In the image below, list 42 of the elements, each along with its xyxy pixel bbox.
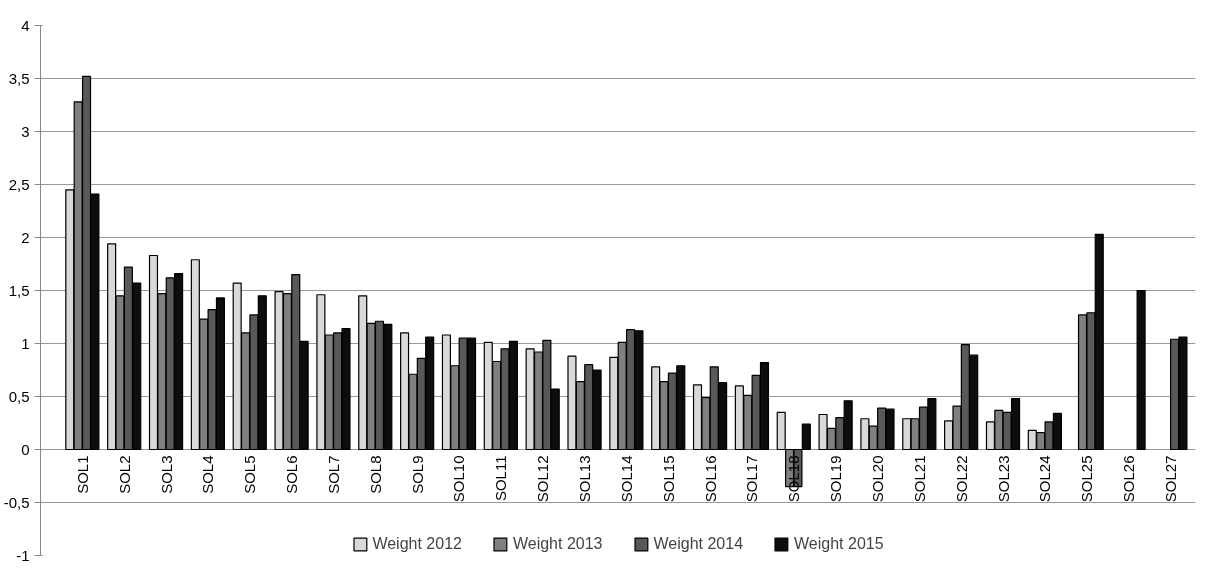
x-tick-label: SOL20 bbox=[868, 455, 886, 503]
x-tick-label: SOL21 bbox=[910, 455, 928, 503]
x-tick-label: SOL25 bbox=[1078, 455, 1096, 503]
y-tick-label: 1 bbox=[21, 334, 30, 352]
x-tick-label: SOL17 bbox=[743, 455, 761, 503]
x-tick-label: SOL2 bbox=[115, 455, 133, 494]
y-tick-label: 3,5 bbox=[8, 69, 30, 87]
y-tick-label: 2 bbox=[21, 228, 30, 246]
x-tick-label: SOL4 bbox=[199, 455, 217, 494]
x-tick-label: SOL10 bbox=[450, 455, 468, 503]
x-tick-label: SOL16 bbox=[701, 455, 719, 503]
x-tick-label: SOL5 bbox=[241, 455, 259, 494]
x-tick-label: SOL11 bbox=[492, 455, 510, 502]
y-tick-label: -0,5 bbox=[3, 493, 30, 511]
y-tick-label: -1 bbox=[16, 546, 30, 564]
x-tick-label: SOL22 bbox=[952, 455, 970, 503]
x-tick-label: SOL3 bbox=[157, 455, 175, 494]
x-tick-label: SOL12 bbox=[534, 455, 552, 503]
y-tick-label: 1,5 bbox=[8, 281, 30, 299]
x-tick-label: SOL9 bbox=[408, 455, 426, 494]
y-tick-label: 2,5 bbox=[8, 175, 30, 193]
x-tick-label: SOL14 bbox=[617, 455, 635, 503]
x-tick-label: SOL27 bbox=[1161, 455, 1179, 503]
x-tick-label: SOL13 bbox=[576, 455, 594, 503]
x-tick-label: SOL15 bbox=[659, 455, 677, 503]
x-tick-label: SOL26 bbox=[1120, 455, 1138, 503]
x-tick-label: SOL19 bbox=[827, 455, 845, 503]
y-tick-label: 4 bbox=[21, 16, 30, 34]
x-tick-label: SOL8 bbox=[366, 455, 384, 494]
x-tick-label: SOL7 bbox=[324, 455, 342, 494]
y-tick-label: 0,5 bbox=[8, 387, 30, 405]
x-tick-label: SOL23 bbox=[994, 455, 1012, 503]
y-tick-label: 3 bbox=[21, 122, 30, 140]
legend-label: Weight 2012 bbox=[372, 535, 462, 553]
legend-label: Weight 2014 bbox=[653, 535, 744, 553]
x-tick-label: SOL6 bbox=[283, 455, 301, 494]
x-tick-label: SOL1 bbox=[73, 455, 91, 494]
bar bbox=[1136, 289, 1146, 451]
legend-label: Weight 2015 bbox=[794, 535, 884, 553]
x-tick-label: SOL24 bbox=[1036, 455, 1054, 503]
legend-label: Weight 2013 bbox=[512, 535, 603, 553]
y-tick-label: 0 bbox=[21, 440, 30, 458]
